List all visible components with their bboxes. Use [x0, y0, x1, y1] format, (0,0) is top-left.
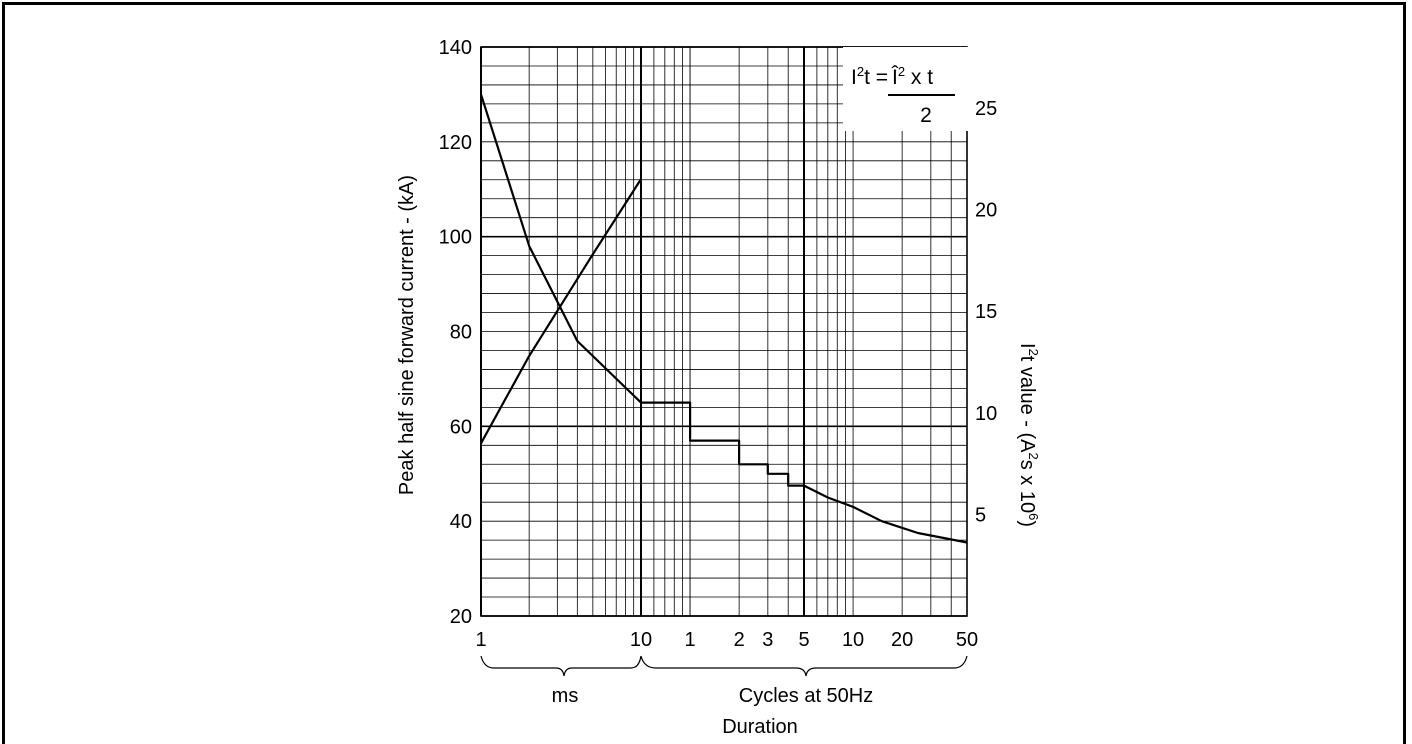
left-tick-label: 20	[450, 606, 472, 628]
x-tick-label-cycles: 2	[734, 629, 745, 651]
ms-label: ms	[552, 685, 579, 707]
series-line-2	[641, 401, 968, 544]
cycles-label: Cycles at 50Hz	[739, 685, 874, 707]
series-line-3	[480, 178, 642, 444]
x-tick-label-cycles: 10	[842, 629, 864, 651]
left-tick-label: 80	[450, 322, 472, 344]
left-tick-label: 120	[439, 132, 472, 154]
grid	[480, 46, 968, 617]
right-tick-label: 20	[975, 200, 997, 222]
right-tick-label: 25	[975, 98, 997, 120]
x-tick-label-ms: 1	[475, 629, 486, 651]
left-tick-label: 60	[450, 416, 472, 438]
right-tick-label: 10	[975, 403, 997, 425]
x-tick-label-cycles: 3	[762, 629, 773, 651]
x-tick-label-cycles: 5	[798, 629, 809, 651]
right-tick-label: 15	[975, 301, 997, 323]
ms-brace	[480, 655, 642, 677]
formula-numerator: Î2 x t	[891, 64, 933, 89]
curves	[479, 94, 968, 544]
x-axis-braces	[480, 655, 968, 677]
x-tick-label-cycles: 50	[956, 629, 978, 651]
right-tick-label: 5	[975, 504, 986, 526]
left-axis-title: Peak half sine forward current - (kA)	[396, 175, 418, 495]
x-tick-label-cycles: 20	[891, 629, 913, 651]
left-tick-label: 140	[439, 37, 472, 59]
series-line-1	[479, 94, 642, 404]
formula-box	[843, 47, 969, 131]
formula-lhs: I2t =	[851, 64, 888, 89]
left-tick-label: 40	[450, 511, 472, 533]
x-axis-title: Duration	[722, 716, 798, 738]
plot-frame	[480, 46, 968, 617]
x-tick-label-ms: 10	[630, 629, 652, 651]
left-tick-label: 100	[439, 227, 472, 249]
right-axis-title: I2t value - (A2s x 106)	[1016, 343, 1041, 527]
formula-denominator: 2	[920, 104, 932, 127]
cycles-brace	[640, 655, 968, 677]
x-tick-label-cycles: 1	[685, 629, 696, 651]
